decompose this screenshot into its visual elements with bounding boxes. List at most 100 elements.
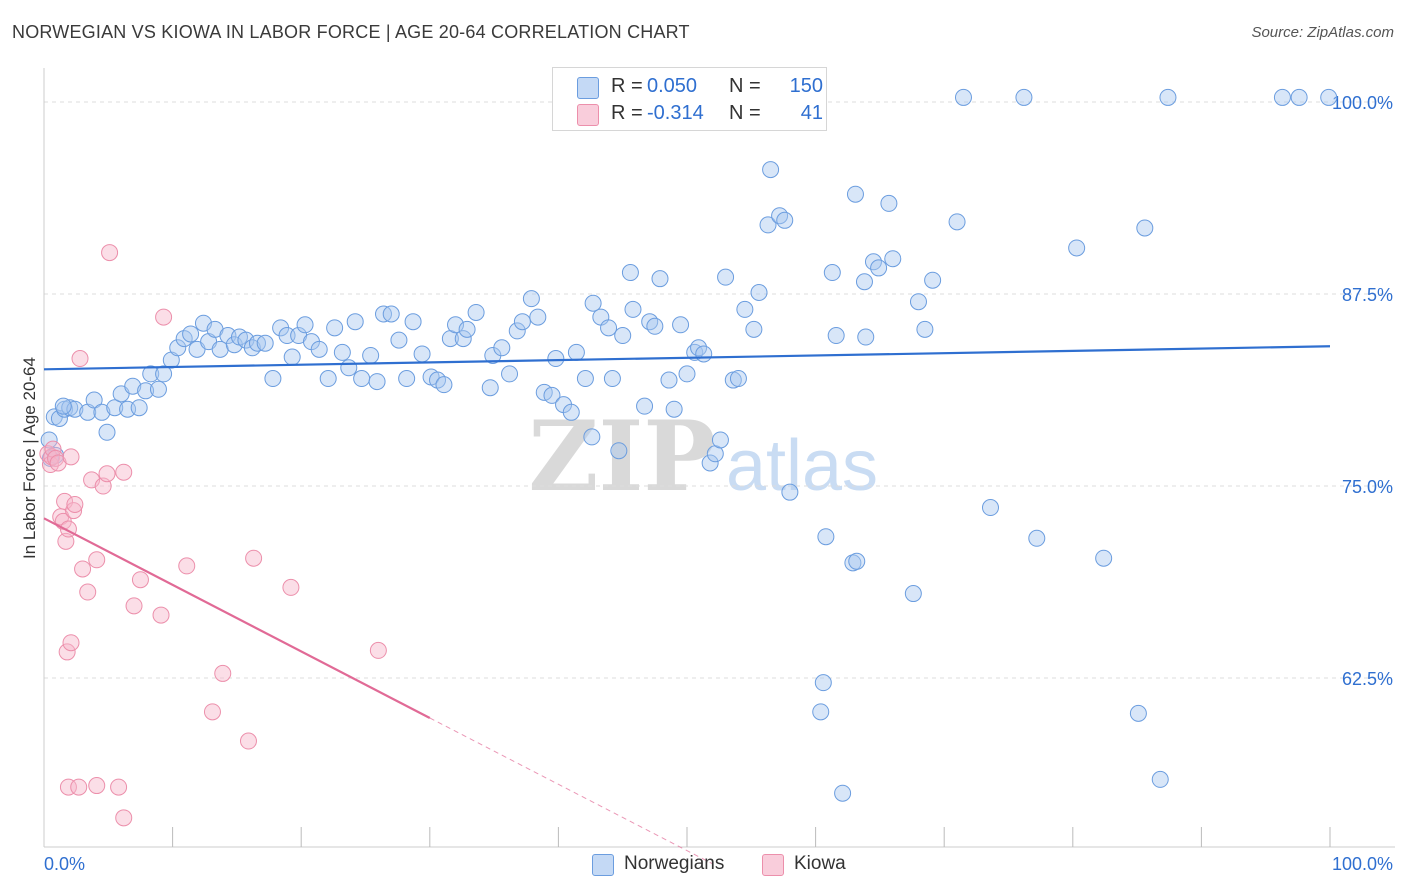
- norwegians-point: [169, 339, 187, 357]
- n-value: 150: [789, 75, 823, 97]
- x-tick-label: 100.0%: [1332, 854, 1393, 874]
- norwegians-point: [576, 370, 594, 388]
- norwegians-point: [567, 343, 585, 361]
- y-tick-label: 100.0%: [1332, 93, 1393, 113]
- kiowa-point: [245, 549, 263, 567]
- kiowa-legend-swatch: [762, 854, 784, 876]
- norwegians-point: [827, 327, 845, 345]
- norwegians-point: [610, 442, 628, 460]
- kiowa-point: [59, 778, 77, 796]
- norwegians-point: [904, 585, 922, 603]
- norwegians-point: [264, 370, 282, 388]
- norwegians-point: [672, 316, 690, 334]
- norwegians-point: [665, 400, 683, 418]
- kiowa-trend-line: [43, 517, 431, 719]
- norwegians-point: [326, 319, 344, 337]
- norwegians-point: [467, 303, 485, 321]
- kiowa-point: [239, 732, 257, 750]
- n-value: 41: [800, 102, 823, 124]
- norwegians-point: [584, 294, 602, 312]
- norwegians-point: [98, 423, 116, 441]
- norwegians-point: [85, 391, 103, 409]
- norwegians-point: [729, 370, 747, 388]
- norwegians-point: [660, 371, 678, 389]
- norwegians-point: [1273, 88, 1291, 106]
- norwegians-point: [149, 380, 167, 398]
- norwegians-point: [340, 359, 358, 377]
- r-label: R =: [611, 75, 643, 97]
- kiowa-point: [282, 578, 300, 596]
- norwegians-point: [924, 271, 942, 289]
- norwegians-point: [481, 379, 499, 397]
- norwegians-point: [880, 194, 898, 212]
- norwegians-point: [390, 331, 408, 349]
- norwegians-point: [701, 454, 719, 472]
- norwegians-point: [283, 348, 301, 366]
- watermark-atlas: atlas: [726, 426, 878, 506]
- norwegians-point: [124, 377, 142, 395]
- norwegians-points: [40, 88, 1338, 802]
- norwegians-point: [1290, 88, 1308, 106]
- norwegians-point: [543, 386, 561, 404]
- kiowa-point: [66, 495, 84, 513]
- kiowa-point: [152, 606, 170, 624]
- kiowa-point: [178, 557, 196, 575]
- norwegians-point: [40, 431, 58, 449]
- norwegians-point: [1320, 88, 1338, 106]
- kiowa-point: [58, 643, 76, 661]
- norwegians-point: [771, 207, 789, 225]
- norwegians-point: [641, 313, 659, 331]
- norwegians-point: [954, 88, 972, 106]
- kiowa-point: [214, 664, 232, 682]
- norwegians-point: [368, 373, 386, 391]
- kiowa-point: [131, 571, 149, 589]
- kiowa-point: [62, 634, 80, 652]
- kiowa-point: [203, 703, 221, 721]
- norwegians-point: [614, 327, 632, 345]
- series-legend: Norwegians Kiowa: [0, 852, 1406, 878]
- norwegians-point: [745, 320, 763, 338]
- norwegians-point: [130, 399, 148, 417]
- norwegians-point: [870, 259, 888, 277]
- norwegians-point: [909, 293, 927, 311]
- norwegians-point: [54, 397, 72, 415]
- norwegians-point: [493, 339, 511, 357]
- norwegians-point: [137, 382, 155, 400]
- kiowa-point: [115, 809, 133, 827]
- norwegians-point: [600, 319, 618, 337]
- norwegians-point: [1159, 88, 1177, 106]
- norwegians-point: [981, 499, 999, 517]
- norwegians-point: [398, 370, 416, 388]
- norwegians-point: [547, 350, 565, 368]
- norwegians-point: [651, 270, 669, 288]
- norwegians-point: [296, 316, 314, 334]
- norwegians-swatch: [577, 77, 599, 99]
- norwegians-point: [776, 211, 794, 229]
- kiowa-point: [88, 551, 106, 569]
- norwegians-point: [1136, 219, 1154, 237]
- norwegians-point: [243, 339, 261, 357]
- kiowa-point: [70, 778, 88, 796]
- norwegians-point: [435, 376, 453, 394]
- norwegians-point: [404, 313, 422, 331]
- n-label: N =: [729, 75, 761, 97]
- norwegians-trend-line: [43, 345, 1331, 371]
- norwegians-point: [834, 784, 852, 802]
- kiowa-point: [125, 597, 143, 615]
- norwegians-point: [1015, 88, 1033, 106]
- norwegians-point: [333, 343, 351, 361]
- kiowa-point: [101, 244, 119, 262]
- y-tick-label: 87.5%: [1342, 285, 1393, 305]
- norwegians-point: [522, 290, 540, 308]
- watermark-zip: ZIP: [528, 400, 715, 513]
- norwegians-point: [717, 268, 735, 286]
- r-value: 0.050: [647, 75, 698, 97]
- kiowa-point: [71, 350, 89, 368]
- kiowa-trend-extension: [429, 717, 713, 865]
- norwegians-point: [501, 365, 519, 383]
- y-tick-label: 75.0%: [1342, 477, 1393, 497]
- kiowa-point: [98, 465, 116, 483]
- kiowa-point: [88, 777, 106, 795]
- x-tick-label: 0.0%: [44, 854, 85, 874]
- norwegians-point: [848, 552, 866, 570]
